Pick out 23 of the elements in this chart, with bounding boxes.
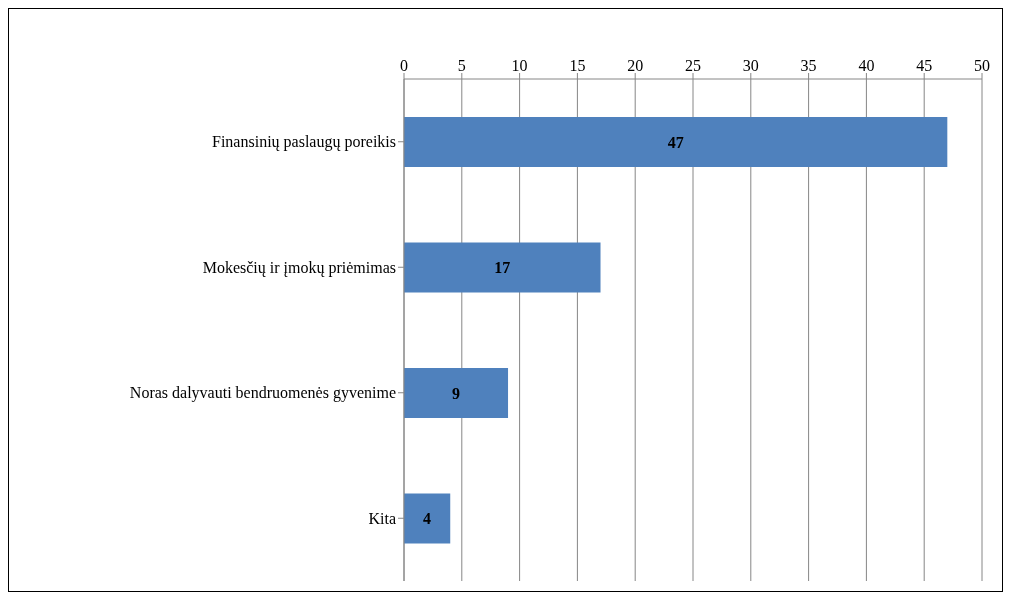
x-tick-label: 10	[511, 57, 528, 74]
x-tick-label: 15	[569, 57, 586, 74]
data-label: 47	[667, 133, 684, 151]
y-tick-label: Finansinių paslaugų poreikis	[212, 133, 396, 152]
x-tick-label: 50	[974, 57, 990, 74]
x-tick-label: 5	[457, 57, 466, 74]
x-tick-label: 40	[858, 57, 875, 74]
bar	[404, 368, 509, 418]
x-tick-label: 0	[400, 57, 408, 74]
x-tick-label: 30	[742, 57, 759, 74]
bar	[404, 242, 601, 293]
data-label: 9	[452, 384, 461, 402]
x-tick-label: 25	[685, 57, 701, 74]
x-tick-label: 35	[800, 57, 817, 74]
bar	[404, 493, 451, 544]
y-tick-label: Noras dalyvauti bendruomenės gyvenime	[129, 384, 396, 403]
bar	[404, 117, 948, 167]
data-label: 4	[423, 510, 432, 528]
x-tick-label: 20	[627, 57, 644, 74]
y-tick-label: Kita	[368, 509, 396, 527]
x-tick-label: 45	[916, 57, 933, 74]
data-label: 17	[494, 259, 511, 277]
y-tick-label: Mokesčių ir įmokų priėmimas	[202, 258, 396, 277]
